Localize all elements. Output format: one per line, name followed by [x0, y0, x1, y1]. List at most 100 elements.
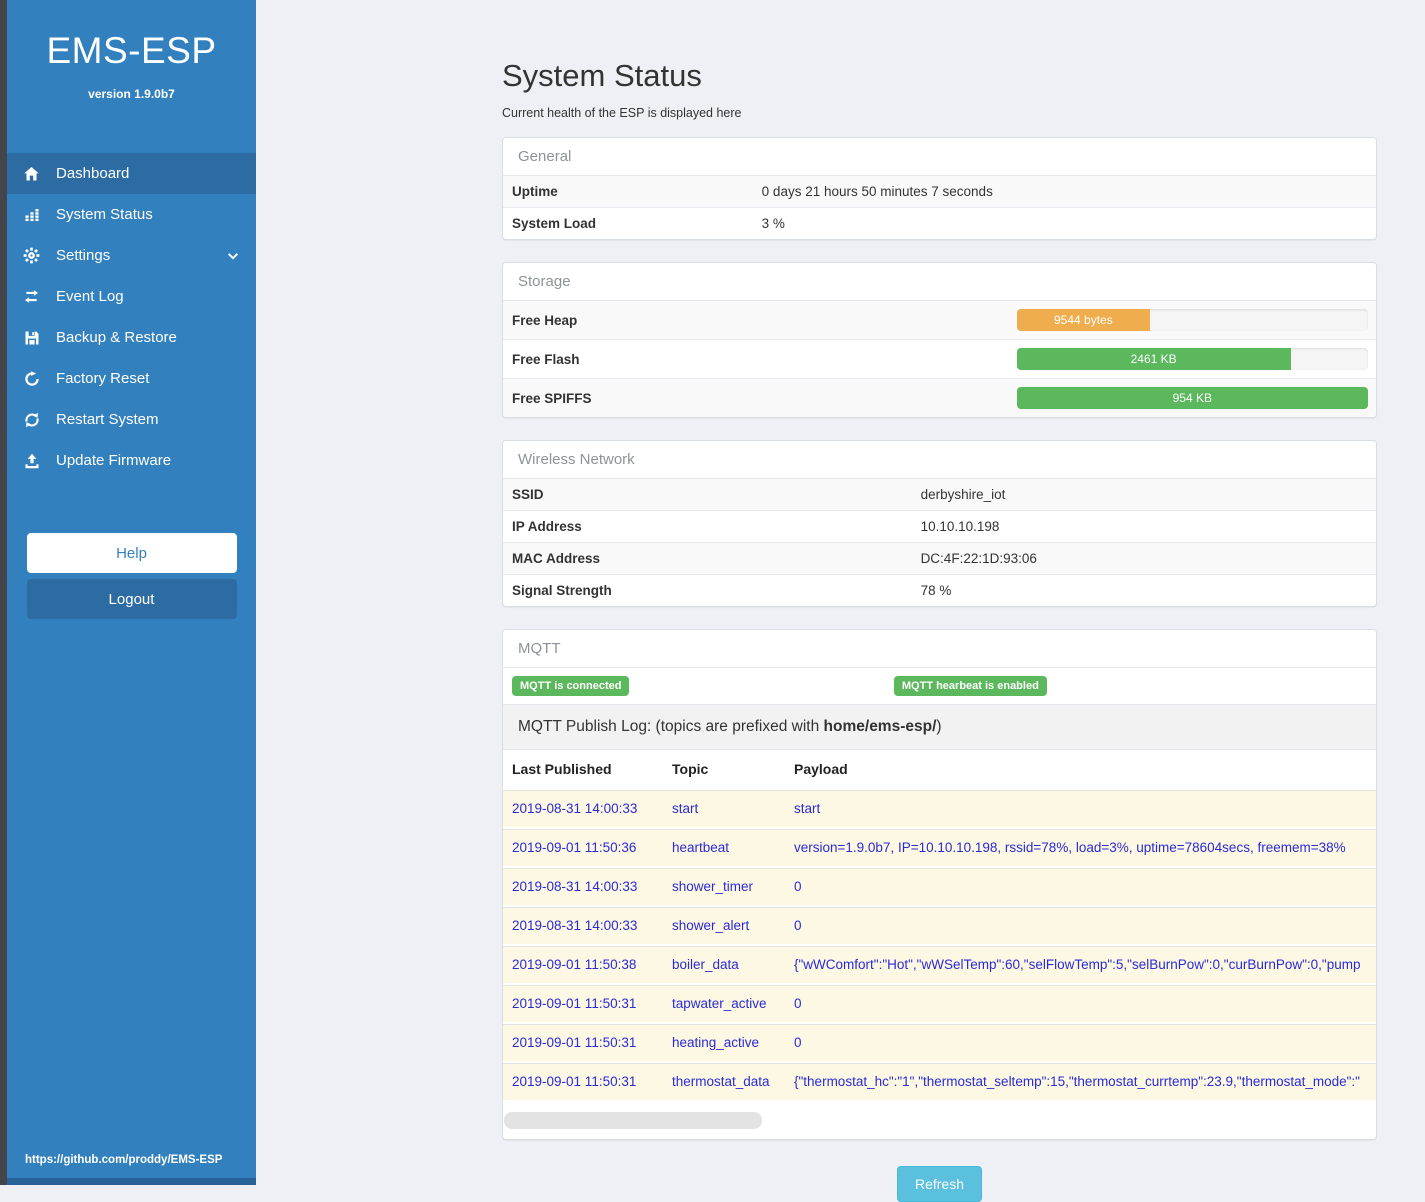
sidebar-item-dashboard[interactable]: Dashboard: [7, 153, 256, 194]
log-cell-date: 2019-09-01 11:50:36: [503, 827, 663, 867]
table-row: Signal Strength 78 %: [503, 574, 1376, 606]
sidebar-item-update-firmware[interactable]: Update Firmware: [7, 440, 256, 481]
row-value: DC:4F:22:1D:93:06: [911, 542, 1376, 575]
row-label: Uptime: [512, 184, 558, 199]
sidebar-item-label: Restart System: [56, 411, 159, 428]
general-panel-heading: General: [503, 138, 1376, 176]
sidebar-item-restart-system[interactable]: Restart System: [7, 399, 256, 440]
wireless-panel: Wireless Network SSID derbyshire_iot IP …: [502, 440, 1377, 607]
mqtt-panel: MQTT MQTT is connected MQTT hearbeat is …: [502, 629, 1377, 1140]
free-heap-progress: 9544 bytes: [1016, 309, 1368, 331]
log-cell-date: 2019-09-01 11:50:31: [503, 983, 663, 1023]
table-row: MAC Address DC:4F:22:1D:93:06: [503, 542, 1376, 575]
row-label: Free SPIFFS: [503, 378, 1008, 417]
log-cell-topic: shower_alert: [663, 905, 785, 945]
log-cell-payload: 0: [785, 1022, 1376, 1062]
mqtt-heartbeat-badge: MQTT hearbeat is enabled: [893, 676, 1047, 696]
col-header-last-published: Last Published: [503, 750, 663, 790]
log-cell-date: 2019-08-31 14:00:33: [503, 905, 663, 945]
row-label: Signal Strength: [503, 574, 912, 606]
mqtt-badge-cell: MQTT hearbeat is enabled: [893, 676, 1047, 696]
row-label: Free Flash: [503, 339, 1008, 379]
logout-button[interactable]: Logout: [26, 579, 237, 619]
mqtt-connected-badge: MQTT is connected: [512, 676, 630, 696]
refresh-row: Refresh: [502, 1166, 1377, 1202]
help-button[interactable]: Help: [26, 533, 237, 573]
row-value: 954 KB: [1007, 378, 1376, 417]
log-cell-payload: version=1.9.0b7, IP=10.10.10.198, rssid=…: [785, 827, 1376, 867]
refresh-button[interactable]: Refresh: [896, 1166, 983, 1202]
log-cell-payload: {"wWComfort":"Hot","wWSelTemp":60,"selFl…: [785, 944, 1376, 984]
log-row: 2019-08-31 14:00:33 start start: [503, 788, 1376, 828]
sidebar-header: EMS-ESP version 1.9.0b7: [7, 0, 256, 101]
free-spiffs-progress-bar: 954 KB: [1016, 387, 1368, 409]
log-cell-payload: 0: [785, 866, 1376, 906]
sidebar-footer: https://github.com/proddy/EMS-ESP: [7, 1154, 256, 1178]
log-cell-payload: 0: [785, 983, 1376, 1023]
log-cell-payload: 0: [785, 905, 1376, 945]
sidebar-item-label: Settings: [56, 247, 111, 264]
log-row: 2019-09-01 11:50:31 heating_active 0: [503, 1022, 1376, 1062]
horizontal-scrollbar-thumb[interactable]: [504, 1112, 762, 1129]
sidebar-item-label: Backup & Restore: [56, 329, 177, 346]
page-subtitle: Current health of the ESP is displayed h…: [502, 106, 742, 120]
horizontal-scrollbar-track: [504, 1112, 1375, 1129]
page-title: System Status: [502, 58, 702, 93]
sidebar: EMS-ESP version 1.9.0b7 Dashboard System…: [0, 0, 256, 1185]
log-row: 2019-09-01 11:50:31 tapwater_active 0: [503, 983, 1376, 1023]
sidebar-item-event-log[interactable]: Event Log: [7, 276, 256, 317]
github-link[interactable]: https://github.com/proddy/EMS-ESP: [25, 1154, 223, 1166]
log-cell-topic: heating_active: [663, 1022, 785, 1062]
main-area: System Status Current health of the ESP …: [256, 0, 1425, 1202]
general-table: Uptime 0 days 21 hours 50 minutes 7 seco…: [503, 176, 1376, 239]
mqtt-badges-row: MQTT is connected MQTT hearbeat is enabl…: [503, 668, 1376, 704]
log-row: 2019-08-31 14:00:33 shower_alert 0: [503, 905, 1376, 945]
log-row: 2019-09-01 11:50:38 boiler_data {"wWComf…: [503, 944, 1376, 984]
free-flash-progress: 2461 KB: [1016, 348, 1368, 370]
row-label: Free Heap: [512, 312, 578, 328]
row-value: 0 days 21 hours 50 minutes 7 seconds: [761, 184, 993, 199]
sidebar-item-label: System Status: [56, 206, 153, 223]
rotate-icon: [22, 370, 41, 387]
log-cell-topic: boiler_data: [663, 944, 785, 984]
app-title: EMS-ESP: [46, 30, 217, 71]
log-cell-date: 2019-08-31 14:00:33: [503, 866, 663, 906]
log-cell-topic: thermostat_data: [663, 1061, 785, 1100]
log-cell-payload: start: [785, 788, 1376, 828]
row-label: IP Address: [503, 510, 912, 543]
table-row: Uptime 0 days 21 hours 50 minutes 7 seco…: [503, 176, 1376, 208]
log-header-row: Last Published Topic Payload: [503, 750, 1376, 790]
sidebar-item-system-status[interactable]: System Status: [7, 194, 256, 235]
table-row: System Load 3 %: [503, 207, 1376, 239]
table-row: IP Address 10.10.10.198: [503, 510, 1376, 543]
storage-panel: Storage Free Heap 9544 bytes Free Flash …: [502, 262, 1377, 418]
col-header-payload: Payload: [785, 750, 1376, 790]
sidebar-buttons: Help Logout: [7, 533, 256, 619]
log-cell-payload: {"thermostat_hc":"1","thermostat_seltemp…: [785, 1061, 1376, 1100]
general-panel: General Uptime 0 days 21 hours 50 minute…: [502, 137, 1377, 240]
sidebar-item-label: Factory Reset: [56, 370, 150, 387]
row-label: System Load: [503, 207, 753, 239]
table-row: Free Flash 2461 KB: [503, 339, 1376, 379]
log-cell-topic: start: [663, 788, 785, 828]
row-value: 3 %: [752, 207, 1376, 239]
exchange-icon: [22, 288, 41, 305]
home-icon: [22, 165, 41, 182]
sidebar-item-backup-restore[interactable]: Backup & Restore: [7, 317, 256, 358]
sidebar-item-factory-reset[interactable]: Factory Reset: [7, 358, 256, 399]
storage-table: Free Heap 9544 bytes Free Flash 2461 KB: [503, 301, 1376, 417]
log-row: 2019-09-01 11:50:31 thermostat_data {"th…: [503, 1061, 1376, 1100]
content: System Status Current health of the ESP …: [502, 0, 1377, 1202]
log-cell-topic: heartbeat: [663, 827, 785, 867]
upload-icon: [22, 452, 41, 469]
mqtt-panel-heading: MQTT: [503, 630, 1376, 668]
sidebar-item-label: Update Firmware: [56, 452, 172, 469]
sidebar-item-settings[interactable]: Settings: [7, 235, 256, 276]
free-heap-progress-bar: 9544 bytes: [1016, 309, 1151, 331]
gear-icon: [22, 247, 41, 264]
mqtt-log-table: Last Published Topic Payload 2019-08-31 …: [503, 750, 1376, 1100]
chevron-down-icon: [226, 249, 240, 263]
sidebar-nav: Dashboard System Status: [7, 153, 256, 481]
log-cell-date: 2019-08-31 14:00:33: [503, 788, 663, 828]
row-label: MAC Address: [503, 542, 912, 575]
